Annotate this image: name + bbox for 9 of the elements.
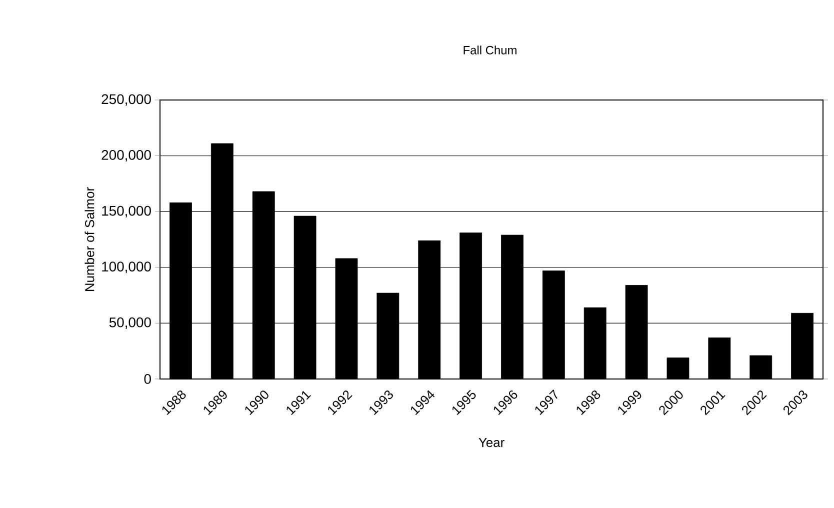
y-tick-label: 0 [144, 374, 151, 384]
y-tick-label: 100,000 [102, 262, 151, 274]
x-axis-title: Year [478, 438, 504, 448]
y-tick-label: 150,000 [102, 206, 151, 218]
chart-title: Fall Chum [464, 46, 516, 54]
y-axis-title: Number of Salmor [84, 187, 94, 291]
y-tick-label: 50,000 [109, 317, 151, 329]
y-tick-label: 250,000 [102, 94, 151, 106]
y-tick-label: 200,000 [102, 150, 151, 162]
